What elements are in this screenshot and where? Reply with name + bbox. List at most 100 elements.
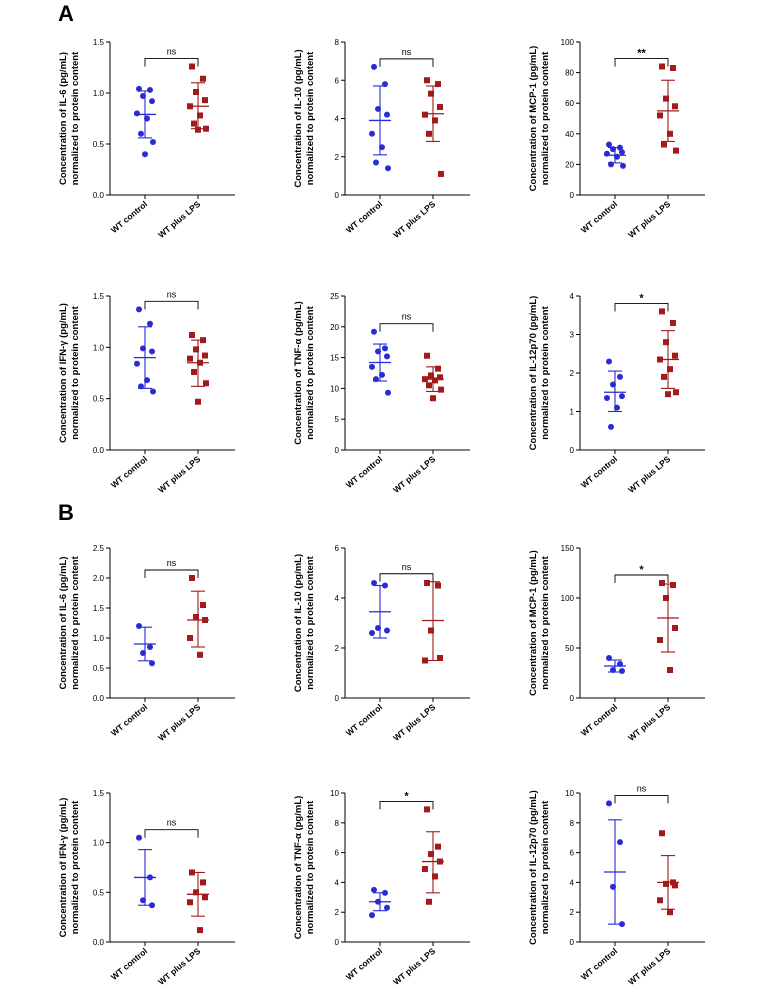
- data-point-lps: [197, 112, 203, 119]
- data-point-lps: [203, 380, 209, 387]
- data-point-lps: [428, 627, 434, 634]
- data-point-lps: [193, 614, 199, 620]
- y-tick-label: 4: [335, 878, 340, 887]
- data-point-control: [375, 898, 381, 905]
- x-tick-label: WT control: [579, 946, 619, 982]
- y-axis-title-line2: normalized to protein content: [540, 800, 551, 934]
- data-point-lps: [437, 374, 443, 381]
- y-axis-title-line1: Concentration of IL-10 (pg/mL): [293, 554, 304, 692]
- x-tick-label: WT plus LPS: [391, 454, 437, 495]
- significance-bracket: [614, 58, 669, 67]
- chart-6: 0 1 2 3 4 WT control WT plus LPS Concentration …: [528, 292, 705, 495]
- significance-label: ns: [402, 312, 412, 322]
- y-axis-title-line2: normalized to protein content: [540, 51, 551, 185]
- y-axis-title-line2: normalized to protein content: [540, 305, 551, 439]
- y-tick-label: 2.0: [93, 574, 105, 583]
- data-point-control: [606, 655, 612, 661]
- x-tick-label: WT plus LPS: [391, 702, 437, 743]
- data-point-lps: [438, 386, 444, 393]
- y-axis-title-line1: Concentration of MCP-1 (pg/mL): [528, 550, 539, 696]
- data-point-lps: [667, 909, 673, 916]
- data-point-control: [617, 839, 623, 846]
- panel-label-b: B: [58, 500, 74, 525]
- y-tick-label: 6: [335, 76, 340, 85]
- y-axis-title-line1: Concentration of IL-6 (pg/mL): [58, 52, 69, 185]
- y-tick-label: 1.5: [93, 604, 105, 613]
- data-point-control: [373, 376, 379, 383]
- data-point-lps: [202, 617, 208, 623]
- significance-label: ns: [167, 558, 177, 568]
- data-point-lps: [195, 398, 201, 405]
- data-point-lps: [189, 575, 195, 581]
- x-tick-label: WT plus LPS: [156, 199, 202, 240]
- data-point-control: [604, 395, 610, 402]
- data-point-lps: [670, 65, 676, 72]
- data-point-lps: [670, 582, 676, 588]
- data-point-control: [608, 423, 614, 430]
- y-tick-label: 6: [335, 544, 340, 553]
- data-point-control: [149, 902, 155, 909]
- y-tick-label: 150: [561, 544, 575, 553]
- data-point-lps: [667, 130, 673, 137]
- data-point-lps: [202, 894, 208, 901]
- data-point-lps: [437, 858, 443, 865]
- data-point-control: [136, 623, 142, 629]
- data-point-lps: [193, 88, 199, 95]
- data-point-control: [140, 897, 146, 904]
- y-tick-label: 10: [330, 384, 339, 393]
- data-point-lps: [424, 580, 430, 586]
- x-tick-label: WT plus LPS: [391, 199, 437, 240]
- y-tick-label: 0.0: [93, 694, 105, 703]
- y-tick-label: 0.0: [93, 938, 105, 947]
- data-point-control: [606, 141, 612, 148]
- data-point-lps: [197, 927, 203, 934]
- y-tick-label: 60: [565, 99, 574, 108]
- data-point-control: [150, 388, 156, 395]
- y-tick-label: 1.5: [93, 38, 105, 47]
- data-point-control: [384, 627, 390, 634]
- y-tick-label: 1.0: [93, 839, 105, 848]
- data-point-control: [134, 110, 140, 117]
- data-point-lps: [432, 117, 438, 124]
- x-tick-label: WT control: [579, 702, 619, 738]
- y-axis-title-line2: normalized to protein content: [70, 51, 81, 185]
- data-point-control: [369, 130, 375, 137]
- data-point-lps: [663, 95, 669, 102]
- data-point-control: [149, 660, 155, 667]
- y-axis-title-line2: normalized to protein content: [70, 800, 81, 934]
- data-point-lps: [659, 63, 665, 70]
- y-tick-label: 100: [561, 38, 575, 47]
- y-tick-label: 0.5: [93, 395, 105, 404]
- x-tick-label: WT control: [109, 702, 149, 738]
- y-tick-label: 6: [335, 849, 340, 858]
- y-tick-label: 2: [335, 908, 340, 917]
- x-tick-label: WT control: [109, 454, 149, 490]
- chart-3: 0 20 40 60 80 100 WT control WT plus LPS Concent…: [528, 38, 705, 240]
- data-point-lps: [424, 806, 430, 813]
- data-point-lps: [667, 667, 673, 673]
- data-point-control: [140, 345, 146, 352]
- data-point-control: [136, 306, 142, 313]
- data-point-control: [384, 904, 390, 911]
- data-point-control: [382, 81, 388, 88]
- data-point-lps: [197, 651, 203, 658]
- data-point-lps: [191, 120, 197, 127]
- data-point-lps: [200, 337, 206, 344]
- significance-label: ns: [167, 818, 177, 828]
- data-point-control: [619, 668, 625, 674]
- data-point-control: [371, 886, 377, 893]
- x-tick-label: WT control: [344, 946, 384, 982]
- data-point-control: [375, 625, 381, 631]
- y-axis-title-line2: normalized to protein content: [305, 555, 316, 689]
- data-point-lps: [202, 352, 208, 359]
- y-tick-label: 1: [570, 408, 575, 417]
- y-tick-label: 2: [570, 369, 575, 378]
- x-tick-label: WT plus LPS: [156, 946, 202, 987]
- data-point-lps: [432, 873, 438, 880]
- chart-9: 0 50 100 150 WT control WT plus LPS Concentrat…: [528, 544, 705, 743]
- data-point-lps: [661, 141, 667, 148]
- y-axis-title-line2: normalized to protein content: [70, 305, 81, 439]
- data-point-lps: [422, 657, 428, 664]
- y-tick-label: 6: [570, 849, 575, 858]
